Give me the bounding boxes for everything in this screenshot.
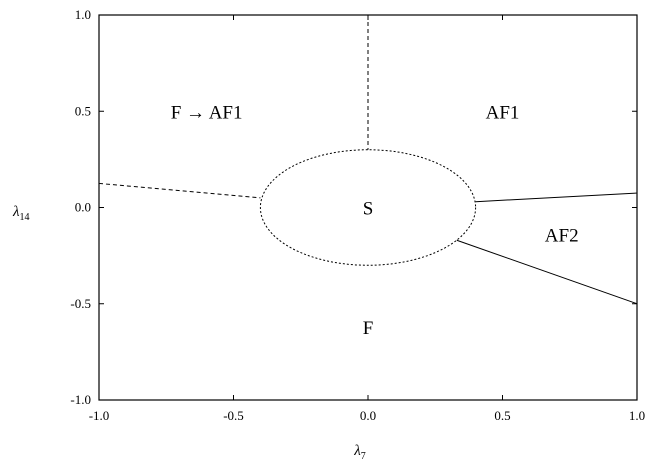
upper-right-solid-boundary bbox=[475, 192, 638, 203]
phase-boundaries bbox=[98, 15, 638, 305]
x-tick-label: 0.0 bbox=[360, 408, 376, 423]
y-tick-label: -1.0 bbox=[70, 392, 91, 407]
x-tick-label: -1.0 bbox=[89, 408, 110, 423]
x-axis-title-subscript: 7 bbox=[361, 451, 366, 462]
region-label-af2: AF2 bbox=[545, 225, 579, 246]
y-axis-title: λ14 bbox=[12, 204, 30, 223]
x-axis-title: λ7 bbox=[353, 443, 366, 462]
region-label-af1: AF1 bbox=[486, 102, 520, 123]
x-axis-ticks: -1.0 -0.5 0.0 0.5 1.0 bbox=[89, 15, 645, 423]
s-ellipse bbox=[259, 149, 477, 266]
y-axis-title-subscript: 14 bbox=[20, 212, 30, 223]
left-dashed-boundary bbox=[98, 182, 261, 199]
y-tick-label: 0.0 bbox=[75, 200, 91, 215]
region-label-f-to-af1: F → AF1 bbox=[171, 102, 243, 123]
y-tick-label: 0.5 bbox=[75, 103, 91, 118]
y-axis-ticks: -1.0 -0.5 0.0 0.5 1.0 bbox=[70, 7, 637, 407]
y-tick-label: -0.5 bbox=[70, 296, 91, 311]
x-tick-label: -0.5 bbox=[223, 408, 244, 423]
region-labels: F → AF1 AF1 S AF2 F bbox=[171, 102, 579, 339]
x-tick-label: 1.0 bbox=[629, 408, 645, 423]
y-axis-title-symbol: λ bbox=[12, 204, 20, 220]
y-tick-label: 1.0 bbox=[75, 7, 91, 22]
region-label-f: F bbox=[363, 318, 374, 339]
x-axis-title-symbol: λ bbox=[353, 443, 361, 459]
lower-right-solid-boundary bbox=[456, 239, 638, 305]
x-tick-label: 0.5 bbox=[494, 408, 510, 423]
region-label-s: S bbox=[363, 199, 374, 220]
